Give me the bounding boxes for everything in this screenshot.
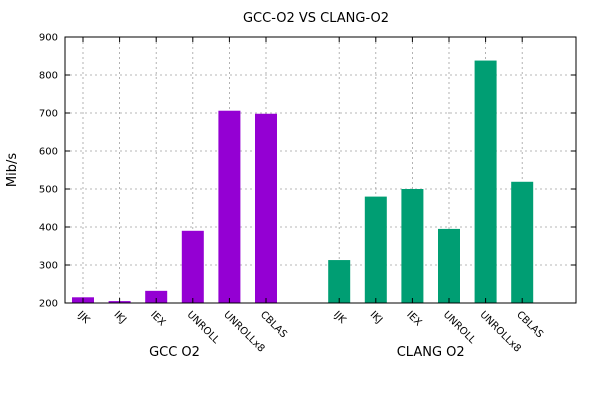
y-tick-label: 300 [39, 261, 58, 272]
x-tick-label: IEX [148, 309, 167, 328]
y-tick-label: 700 [39, 109, 58, 120]
x-tick-label: CBLAS [514, 309, 545, 340]
x-tick-label: IEX [404, 309, 423, 328]
x-tick-label: IJK [331, 309, 348, 326]
gridlines [65, 37, 576, 303]
axis-tick-labels: 200 300 400 500 600 700 800 900 IJK IKJ IEX UNROLL U… [39, 33, 545, 355]
plot-border [64, 36, 577, 304]
x-tick-label: IJK [75, 309, 92, 326]
bars [72, 60, 534, 304]
x-tick-label: UNROLL [441, 309, 478, 346]
x-tick-label: UNROLL [185, 309, 222, 346]
group-label: GCC O2 [149, 345, 200, 360]
bar [474, 60, 497, 304]
y-tick-label: 600 [39, 147, 58, 158]
bar [218, 110, 241, 303]
bar [328, 260, 351, 303]
chart-title: GCC-O2 VS CLANG-O2 [243, 11, 389, 26]
axis-ticks [65, 36, 576, 304]
y-tick-label: 400 [39, 223, 58, 234]
y-axis-label: Mib/s [5, 153, 20, 187]
group-label: CLANG O2 [397, 345, 465, 360]
x-tick-label: CBLAS [258, 309, 289, 340]
bar [145, 290, 168, 303]
plot-frame [64, 36, 577, 304]
bar [511, 181, 534, 303]
x-tick-label: IKJ [368, 309, 385, 326]
bar [438, 228, 460, 303]
bar [364, 196, 387, 303]
bar [401, 189, 424, 303]
y-tick-label: 800 [39, 71, 58, 82]
bar [181, 230, 204, 303]
group-labels: GCC O2 CLANG O2 [149, 345, 465, 360]
bar [255, 113, 277, 303]
y-tick-label: 900 [39, 33, 58, 44]
y-tick-label: 500 [39, 185, 58, 196]
y-tick-label: 200 [39, 299, 58, 310]
x-tick-label: IKJ [111, 309, 128, 326]
